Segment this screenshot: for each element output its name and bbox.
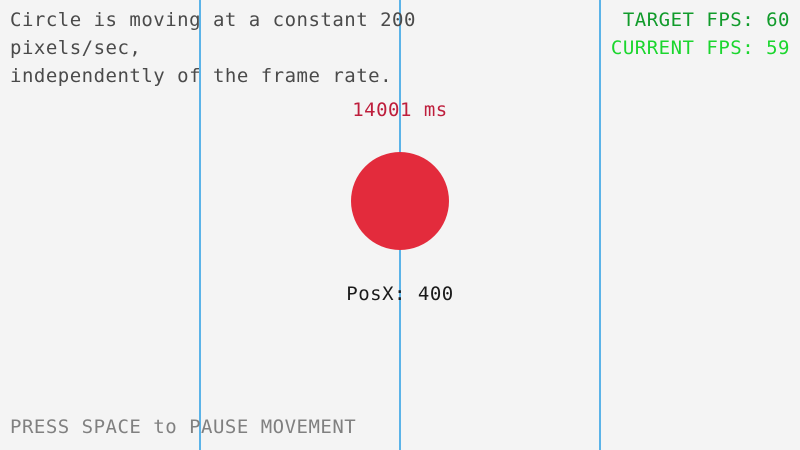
instruction-text: Circle is moving at a constant 200 pixel…: [10, 9, 416, 87]
target-fps-label: TARGET FPS: 60: [622, 9, 790, 31]
red-circle: [351, 152, 449, 250]
moving-circle-group: 14001 ms PosX: 400: [290, 99, 510, 305]
gridline-600: [599, 0, 601, 450]
elapsed-time-label: 14001 ms: [352, 99, 448, 121]
fps-panel: TARGET FPS: 60 CURRENT FPS: 59: [611, 6, 790, 62]
position-x-label: PosX: 400: [346, 283, 454, 305]
current-fps-label: CURRENT FPS: 59: [610, 37, 790, 59]
pause-hint-text: PRESS SPACE to PAUSE MOVEMENT: [10, 416, 357, 438]
